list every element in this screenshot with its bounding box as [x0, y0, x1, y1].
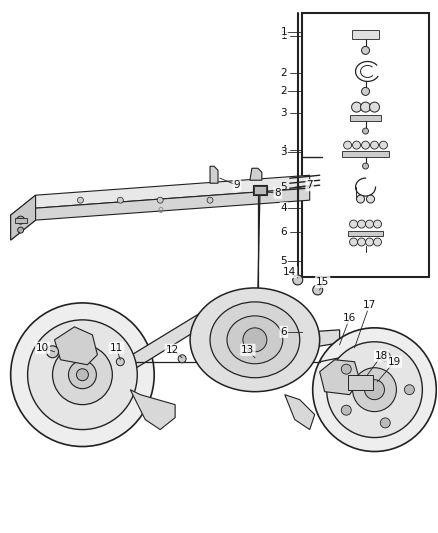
Text: 3: 3 [280, 147, 287, 157]
Text: 8: 8 [275, 188, 281, 198]
Circle shape [117, 197, 124, 203]
Text: 3: 3 [280, 108, 287, 118]
Text: 1: 1 [280, 27, 287, 37]
Text: 14: 14 [283, 267, 297, 277]
Text: 11: 11 [110, 343, 123, 353]
Circle shape [350, 238, 357, 246]
Circle shape [374, 238, 381, 246]
Text: 15: 15 [316, 277, 329, 287]
Circle shape [352, 102, 361, 112]
Circle shape [363, 163, 368, 169]
Bar [253, 185, 267, 195]
Circle shape [117, 358, 124, 366]
Circle shape [46, 346, 59, 358]
Circle shape [18, 227, 24, 233]
Text: 12: 12 [166, 345, 179, 355]
Circle shape [343, 141, 352, 149]
Text: 16: 16 [343, 313, 356, 323]
Polygon shape [310, 330, 339, 348]
Text: 1: 1 [280, 31, 287, 42]
Bar [302, 13, 429, 277]
Text: 17: 17 [363, 300, 376, 310]
Circle shape [379, 141, 388, 149]
Text: o: o [157, 205, 163, 215]
Circle shape [157, 197, 163, 203]
Circle shape [28, 320, 137, 430]
Circle shape [293, 275, 303, 285]
Circle shape [11, 303, 154, 447]
Circle shape [68, 361, 96, 389]
Text: 5: 5 [280, 256, 287, 266]
Circle shape [341, 364, 351, 374]
Circle shape [370, 102, 379, 112]
Circle shape [357, 195, 364, 203]
Text: 4: 4 [280, 203, 287, 213]
Circle shape [207, 197, 213, 203]
Circle shape [243, 328, 267, 352]
Bar [14, 218, 27, 223]
Circle shape [357, 220, 366, 228]
Circle shape [374, 220, 381, 228]
Circle shape [380, 418, 390, 428]
Circle shape [53, 345, 112, 405]
Polygon shape [210, 166, 218, 183]
Circle shape [363, 128, 368, 134]
Ellipse shape [227, 316, 283, 364]
Polygon shape [320, 360, 360, 394]
Circle shape [366, 220, 374, 228]
Text: 2: 2 [280, 86, 287, 96]
Polygon shape [350, 115, 381, 121]
Text: 9: 9 [233, 180, 240, 190]
Polygon shape [54, 327, 97, 365]
Polygon shape [130, 390, 175, 430]
Circle shape [364, 379, 385, 400]
Circle shape [366, 238, 374, 246]
Text: 10: 10 [36, 343, 49, 353]
Polygon shape [11, 195, 35, 240]
Circle shape [380, 351, 390, 361]
Text: 5: 5 [280, 182, 287, 192]
Text: 6: 6 [280, 227, 287, 237]
Circle shape [178, 355, 186, 363]
Polygon shape [285, 394, 314, 430]
Text: 6: 6 [280, 327, 287, 337]
Circle shape [353, 368, 396, 411]
Text: 19: 19 [388, 357, 401, 367]
Ellipse shape [190, 288, 320, 392]
Bar [348, 375, 372, 390]
Circle shape [78, 197, 83, 203]
Circle shape [353, 141, 360, 149]
Text: 13: 13 [241, 345, 254, 355]
Circle shape [361, 141, 370, 149]
Polygon shape [352, 30, 379, 39]
Polygon shape [11, 175, 310, 228]
Text: 4: 4 [280, 145, 287, 155]
Circle shape [360, 102, 371, 112]
Circle shape [361, 46, 370, 54]
Text: 7: 7 [307, 180, 313, 190]
Circle shape [357, 238, 366, 246]
Polygon shape [348, 231, 384, 236]
Circle shape [404, 385, 414, 394]
Polygon shape [250, 168, 262, 180]
Circle shape [327, 342, 422, 438]
Circle shape [313, 328, 436, 451]
Circle shape [350, 220, 357, 228]
Polygon shape [112, 295, 230, 383]
Circle shape [361, 87, 370, 95]
Circle shape [313, 285, 323, 295]
Circle shape [17, 216, 25, 224]
Ellipse shape [210, 302, 300, 378]
Circle shape [371, 141, 378, 149]
Circle shape [341, 405, 351, 415]
Polygon shape [342, 151, 389, 157]
Polygon shape [11, 188, 310, 240]
Text: 2: 2 [280, 68, 287, 78]
Circle shape [367, 195, 374, 203]
Text: 18: 18 [375, 351, 388, 361]
Bar [254, 186, 266, 194]
Circle shape [77, 369, 88, 381]
